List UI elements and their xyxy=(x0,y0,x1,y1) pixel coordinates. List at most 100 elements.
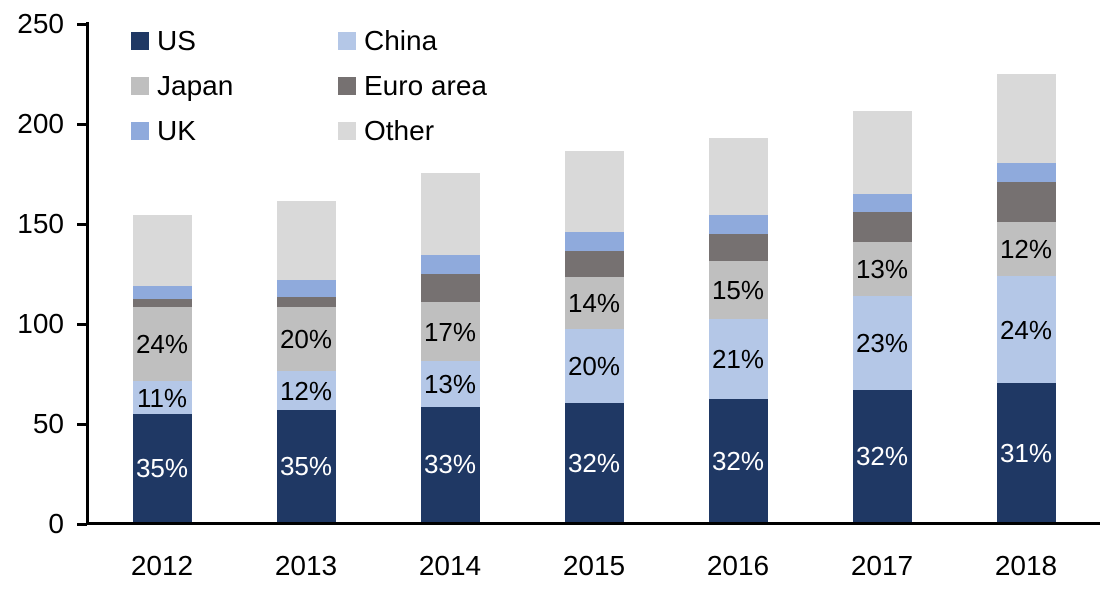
bar-segment-china-2017 xyxy=(852,295,912,391)
legend-item-euro-area: Euro area xyxy=(338,69,487,102)
data-label-japan-2012: 24% xyxy=(135,328,189,359)
legend-swatch-euro-area xyxy=(338,76,356,95)
y-axis-label-50: 50 xyxy=(32,408,64,439)
bar-segment-uk-2012 xyxy=(132,285,192,300)
bar-segment-us-2014 xyxy=(420,406,480,522)
bar-segment-us-2013 xyxy=(276,409,336,522)
bar-segment-other-2016 xyxy=(708,138,768,216)
data-label-us-2015: 32% xyxy=(567,447,621,478)
legend-item-other: Other xyxy=(338,114,487,147)
data-label-japan-2017: 13% xyxy=(855,254,909,285)
chart-legend: US China Japan Euro area UK Other xyxy=(131,24,487,147)
bar-segment-euro-area-2012 xyxy=(132,299,192,307)
y-axis-label-150: 150 xyxy=(17,208,64,239)
bar-segment-japan-2015 xyxy=(564,277,624,330)
legend-item-us: US xyxy=(131,24,338,57)
data-label-china-2014: 13% xyxy=(423,369,477,400)
data-label-china-2015: 20% xyxy=(567,351,621,382)
bar-segment-us-2015 xyxy=(564,403,624,522)
bar-segment-china-2012 xyxy=(132,380,192,415)
bar-segment-china-2018 xyxy=(996,276,1056,383)
y-axis-tick-0 xyxy=(77,522,87,526)
legend-item-japan: Japan xyxy=(131,69,338,102)
x-axis-label-2016: 2016 xyxy=(706,550,770,581)
bar-segment-uk-2016 xyxy=(708,215,768,234)
data-label-china-2018: 24% xyxy=(999,314,1053,345)
y-axis-tick-50 xyxy=(77,422,87,426)
bar-segment-uk-2013 xyxy=(276,279,336,298)
x-axis-label-2013: 2013 xyxy=(274,550,338,581)
bar-segment-euro-area-2015 xyxy=(564,251,624,278)
bar-segment-japan-2018 xyxy=(996,222,1056,276)
bar-segment-china-2015 xyxy=(564,329,624,404)
bar-segment-uk-2014 xyxy=(420,255,480,274)
y-axis-line xyxy=(85,22,89,525)
legend-label-euro-area: Euro area xyxy=(364,70,487,101)
bar-segment-china-2013 xyxy=(276,371,336,410)
bar-segment-other-2014 xyxy=(420,173,480,256)
data-label-china-2016: 21% xyxy=(711,343,765,374)
data-label-us-2013: 35% xyxy=(279,450,333,481)
bar-segment-other-2015 xyxy=(564,151,624,233)
bar-segment-china-2014 xyxy=(420,361,480,407)
bar-segment-euro-area-2018 xyxy=(996,182,1056,222)
data-label-japan-2015: 14% xyxy=(567,288,621,319)
bar-segment-japan-2012 xyxy=(132,306,192,381)
bar-segment-japan-2013 xyxy=(276,307,336,372)
data-label-japan-2018: 12% xyxy=(999,234,1053,264)
bar-segment-uk-2017 xyxy=(852,194,912,213)
data-label-us-2012: 35% xyxy=(135,453,189,484)
x-axis-label-2014: 2014 xyxy=(418,550,482,581)
bar-segment-other-2013 xyxy=(276,201,336,280)
x-axis-label-2017: 2017 xyxy=(850,550,914,581)
legend-label-uk: UK xyxy=(157,115,196,146)
bar-segment-other-2018 xyxy=(996,74,1056,163)
bar-segment-japan-2014 xyxy=(420,302,480,362)
bar-segment-euro-area-2016 xyxy=(708,234,768,261)
x-axis-label-2018: 2018 xyxy=(994,550,1058,581)
data-label-us-2017: 32% xyxy=(855,441,909,472)
legend-swatch-other xyxy=(338,121,356,140)
data-label-us-2016: 32% xyxy=(711,445,765,476)
legend-label-other: Other xyxy=(364,115,435,146)
legend-item-uk: UK xyxy=(131,114,338,147)
x-axis-label-2015: 2015 xyxy=(562,550,626,581)
y-axis-tick-250 xyxy=(77,22,87,26)
legend-label-japan: Japan xyxy=(157,70,234,101)
y-axis-tick-200 xyxy=(77,122,87,126)
x-axis-line xyxy=(85,522,1100,525)
y-axis-label-0: 0 xyxy=(48,508,64,539)
y-axis-label-100: 100 xyxy=(17,308,64,339)
y-axis-tick-150 xyxy=(77,222,87,226)
bar-segment-us-2012 xyxy=(132,414,192,522)
y-axis-label-250: 250 xyxy=(17,8,64,39)
bar-segment-euro-area-2014 xyxy=(420,273,480,302)
legend-label-china: China xyxy=(364,25,438,56)
bar-segment-euro-area-2017 xyxy=(852,212,912,243)
bar-segment-china-2016 xyxy=(708,318,768,400)
data-label-japan-2014: 17% xyxy=(423,316,477,347)
bar-segment-other-2012 xyxy=(132,214,192,286)
bar-segment-japan-2017 xyxy=(852,242,912,296)
bar-segment-uk-2015 xyxy=(564,232,624,252)
bar-segment-euro-area-2013 xyxy=(276,297,336,308)
bar-segment-uk-2018 xyxy=(996,163,1056,182)
data-label-japan-2013: 20% xyxy=(279,324,333,355)
bar-segment-japan-2016 xyxy=(708,261,768,319)
bar-segment-us-2016 xyxy=(708,399,768,522)
legend-swatch-japan xyxy=(131,76,149,95)
y-axis-tick-100 xyxy=(77,322,87,326)
legend-swatch-china xyxy=(338,31,356,50)
legend-swatch-us xyxy=(131,31,149,50)
bar-segment-us-2018 xyxy=(996,383,1056,522)
data-label-japan-2016: 15% xyxy=(711,274,765,305)
legend-swatch-uk xyxy=(131,121,149,140)
legend-label-us: US xyxy=(157,25,196,56)
x-axis-label-2012: 2012 xyxy=(130,550,194,581)
data-label-china-2013: 12% xyxy=(279,375,333,406)
bar-segment-us-2017 xyxy=(852,390,912,522)
data-label-us-2014: 33% xyxy=(423,449,477,480)
bar-segment-other-2017 xyxy=(852,110,912,194)
data-label-china-2017: 23% xyxy=(855,328,909,359)
